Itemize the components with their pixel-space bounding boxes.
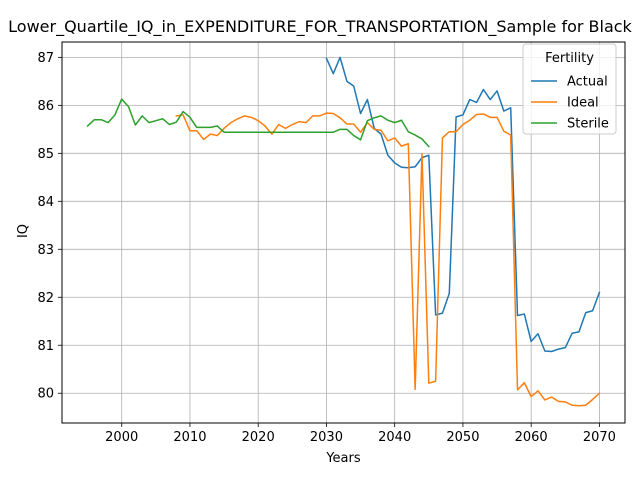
y-tick-label: 83: [37, 243, 54, 258]
legend-label-actual: Actual: [567, 75, 608, 90]
x-axis-label: Years: [325, 451, 361, 466]
plot-frame: [61, 41, 626, 424]
y-tick-label: 82: [37, 291, 54, 306]
y-tick-label: 86: [37, 99, 54, 114]
y-tick-label: 87: [37, 51, 54, 66]
y-tick-label: 81: [37, 339, 54, 354]
legend-label-ideal: Ideal: [567, 96, 599, 111]
legend: Fertility Actual Ideal Sterile: [522, 43, 617, 135]
x-tick-label: 2020: [242, 430, 275, 445]
x-tick-label: 2070: [583, 430, 616, 445]
legend-box: [522, 43, 617, 135]
x-tick-label: 2060: [515, 430, 548, 445]
y-tick-label: 80: [37, 387, 54, 402]
y-axis: 80 81 82 83 84 85 86 87: [37, 51, 62, 402]
legend-title: Fertility: [545, 51, 594, 66]
legend-label-sterile: Sterile: [567, 117, 609, 132]
y-axis-label: IQ: [16, 224, 31, 238]
x-tick-label: 2010: [173, 430, 206, 445]
x-tick-label: 2030: [310, 430, 343, 445]
series-line-ideal: [175, 112, 601, 407]
x-tick-label: 2000: [105, 430, 138, 445]
x-tick-label: 2040: [378, 430, 411, 445]
chart-title: Lower_Quartile_IQ_in_EXPENDITURE_FOR_TRA…: [8, 17, 632, 37]
y-tick-label: 85: [37, 147, 54, 162]
x-tick-label: 2050: [446, 430, 479, 445]
y-tick-label: 84: [37, 195, 54, 210]
series-layer: [86, 56, 601, 407]
series-line-sterile: [86, 98, 430, 148]
x-axis: 2000 2010 2020 2030 2040 2050 2060 2070: [105, 423, 616, 445]
legend-items: Actual Ideal Sterile: [531, 75, 609, 132]
